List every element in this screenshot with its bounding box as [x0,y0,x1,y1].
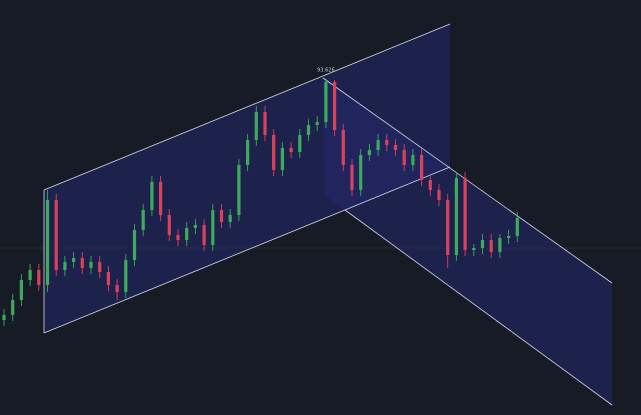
candle-body [141,210,145,230]
candle-body [115,285,119,292]
channel-line [344,209,613,406]
candle-body [446,200,450,255]
candle-body [54,200,58,270]
candle-body [280,148,284,170]
candle-body [454,178,458,255]
candle-body [359,155,363,190]
candle-body [385,140,389,145]
candle-body [263,112,267,135]
candle-body [420,155,424,180]
channel-line [322,77,613,284]
candle-body [89,262,93,268]
candle-body [176,235,180,240]
channel-lines [43,23,613,406]
candle-body [202,225,206,245]
candle-body [333,82,337,130]
candle-body [2,315,6,320]
candle-body [98,262,102,272]
candle-body [489,240,493,252]
candle-body [289,148,293,152]
candle-body [11,300,15,315]
candle-body [228,215,232,222]
candle-body [272,135,276,170]
candle-body [80,258,84,268]
candle-body [350,165,354,190]
candle-body [150,182,154,210]
candle-body [211,210,215,245]
candle-body [124,260,128,292]
channel-line [43,166,451,334]
candle-body [298,135,302,152]
candle-body [106,272,110,285]
channel-line [43,23,451,191]
candle-body [507,236,511,238]
candle-body [306,125,311,135]
candle-body [237,165,241,215]
candle-body [254,112,258,140]
candle-body [45,200,50,285]
candle-body [411,155,415,165]
candle-body [437,190,441,200]
descending-channel-fill [323,78,612,405]
candle-body [515,218,519,236]
candle-body [63,262,67,270]
candle-body [367,150,371,155]
candle-body [324,82,328,122]
candle-body [498,238,502,252]
candle-body [132,230,137,260]
candle-body [246,140,250,165]
candle-body [72,258,76,262]
candle-body [480,240,485,248]
candle-body [193,225,197,228]
candle-body [315,122,319,125]
candle-body [428,180,432,190]
candle-body [185,228,189,240]
price-annotation: 93.626 [317,67,335,73]
candle-body [159,182,163,215]
candle-body [393,145,398,150]
candle-body [402,150,406,165]
candle-body [28,270,32,280]
candle-body [167,215,171,235]
candle-body [19,280,23,300]
candle-body [463,178,467,250]
candle-body [376,140,380,150]
candle-body [341,130,345,165]
candle-body [219,210,224,222]
candle-body [37,270,41,285]
candle-body [472,248,476,250]
